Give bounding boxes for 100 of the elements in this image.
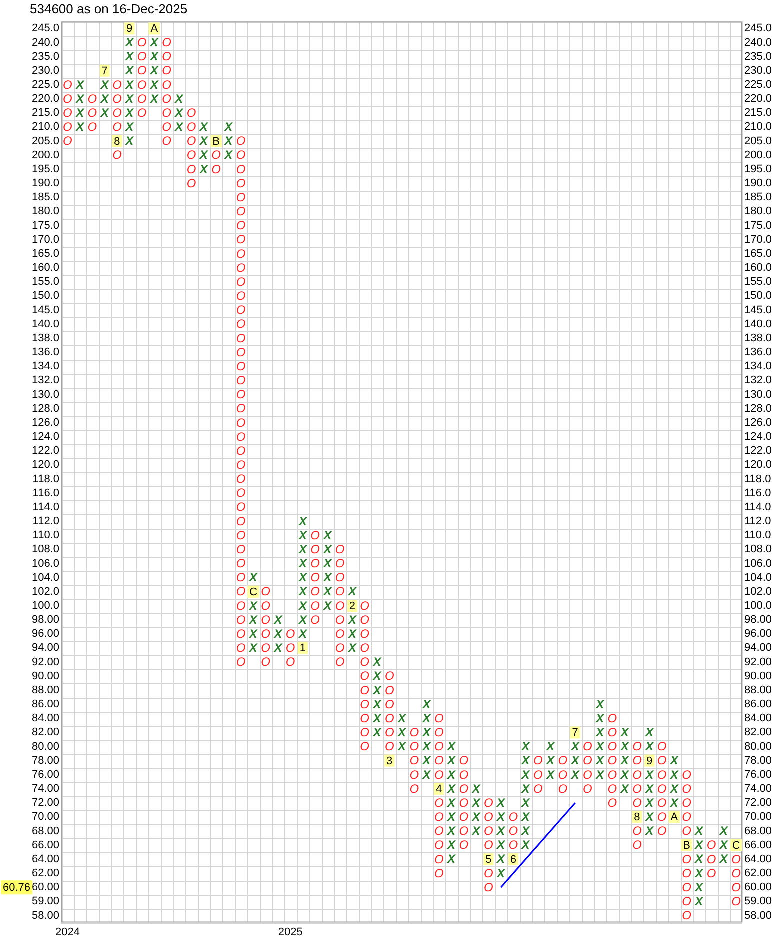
y2-tick-label: 122.0 xyxy=(744,445,772,458)
text: X xyxy=(497,796,506,810)
text: O xyxy=(360,726,370,740)
text: X xyxy=(670,768,678,782)
text: O xyxy=(434,852,444,866)
text: X xyxy=(522,754,530,768)
text: X xyxy=(200,148,208,162)
text: O xyxy=(286,641,296,656)
y2-tick-label: 74.00 xyxy=(744,783,772,796)
text: O xyxy=(186,162,196,176)
text: O xyxy=(360,697,370,712)
text: O xyxy=(162,78,172,92)
text: X xyxy=(298,528,307,542)
text: O xyxy=(236,584,246,599)
y-tick-label: 66.00 xyxy=(32,839,60,852)
text: O xyxy=(608,796,618,810)
y-tick-label: 175.0 xyxy=(32,220,60,232)
text: X xyxy=(571,754,580,768)
text: O xyxy=(434,711,444,726)
text: O xyxy=(236,570,246,585)
text: B xyxy=(212,136,220,148)
text: O xyxy=(534,768,543,782)
text: X xyxy=(373,655,382,670)
y-tick-label: 108.0 xyxy=(32,544,60,556)
text: 2 xyxy=(349,600,356,613)
text: 7 xyxy=(102,65,108,78)
text: X xyxy=(546,768,555,782)
text: O xyxy=(632,796,642,810)
text: O xyxy=(558,782,568,796)
text: X xyxy=(298,542,307,556)
text: 6 xyxy=(510,854,516,866)
text: X xyxy=(298,612,307,627)
y-tick-label: 76.00 xyxy=(32,768,60,781)
text: O xyxy=(360,641,370,656)
text: X xyxy=(596,740,604,754)
text: O xyxy=(682,852,692,866)
text: O xyxy=(236,345,246,360)
text: X xyxy=(324,598,332,613)
text: O xyxy=(236,514,246,528)
y-tick-label: 165.0 xyxy=(32,248,60,260)
text: X xyxy=(298,570,307,585)
text: O xyxy=(335,598,345,613)
text: X xyxy=(150,78,158,92)
y-tick-label: 59.00 xyxy=(32,896,60,908)
y-tick-label: 104.0 xyxy=(32,572,60,584)
y-tick-label: 114.0 xyxy=(32,501,60,514)
text: O xyxy=(459,810,469,824)
y-tick-label: 100.0 xyxy=(32,600,60,612)
text: X xyxy=(695,894,704,908)
text: O xyxy=(583,782,592,796)
text: O xyxy=(608,768,618,782)
text: O xyxy=(261,655,270,670)
text: O xyxy=(384,697,394,712)
y-tick-label: 122.0 xyxy=(32,445,60,458)
text: O xyxy=(162,120,172,134)
text: O xyxy=(360,612,370,627)
text: O xyxy=(261,584,270,599)
text: O xyxy=(63,120,72,134)
text: X xyxy=(200,120,208,134)
text: X xyxy=(126,106,134,120)
text: O xyxy=(608,782,618,796)
text: X xyxy=(670,782,678,796)
text: O xyxy=(112,106,122,120)
y-tick-label: 140.0 xyxy=(32,318,60,330)
y2-tick-label: 98.00 xyxy=(744,614,772,626)
text: X xyxy=(348,626,356,641)
y-tick-label: 82.00 xyxy=(32,726,60,739)
text: O xyxy=(236,655,246,670)
text: O xyxy=(186,176,196,190)
y-tick-label: 230.0 xyxy=(32,64,60,77)
y2-tick-label: 72.00 xyxy=(744,797,772,810)
text: O xyxy=(236,500,246,514)
text: O xyxy=(583,768,592,782)
y2-tick-label: 94.00 xyxy=(744,642,772,654)
y2-tick-label: 80.00 xyxy=(744,740,772,753)
y-tick-label: 124.0 xyxy=(32,431,60,444)
text: O xyxy=(558,768,568,782)
text: X xyxy=(695,838,704,852)
y2-tick-label: 190.0 xyxy=(744,178,772,190)
y2-tick-label: 110.0 xyxy=(744,530,772,542)
text: O xyxy=(632,782,642,796)
text: O xyxy=(508,810,518,824)
text: X xyxy=(150,50,158,64)
y2-tick-label: 70.00 xyxy=(744,811,772,824)
text: X xyxy=(324,584,332,599)
y2-tick-label: 165.0 xyxy=(744,248,772,260)
text: O xyxy=(434,796,444,810)
text: O xyxy=(706,852,716,866)
text: X xyxy=(695,852,704,866)
y-tick-label: 185.0 xyxy=(32,192,60,204)
y2-tick-label: 195.0 xyxy=(744,163,772,176)
text: X xyxy=(522,824,530,838)
text: O xyxy=(732,894,741,909)
text: 9 xyxy=(646,755,653,768)
text: O xyxy=(88,120,98,134)
text: O xyxy=(236,218,246,233)
text: O xyxy=(657,782,667,796)
text: O xyxy=(286,655,296,670)
y2-tick-label: 64.00 xyxy=(744,853,772,866)
text: O xyxy=(236,359,246,374)
